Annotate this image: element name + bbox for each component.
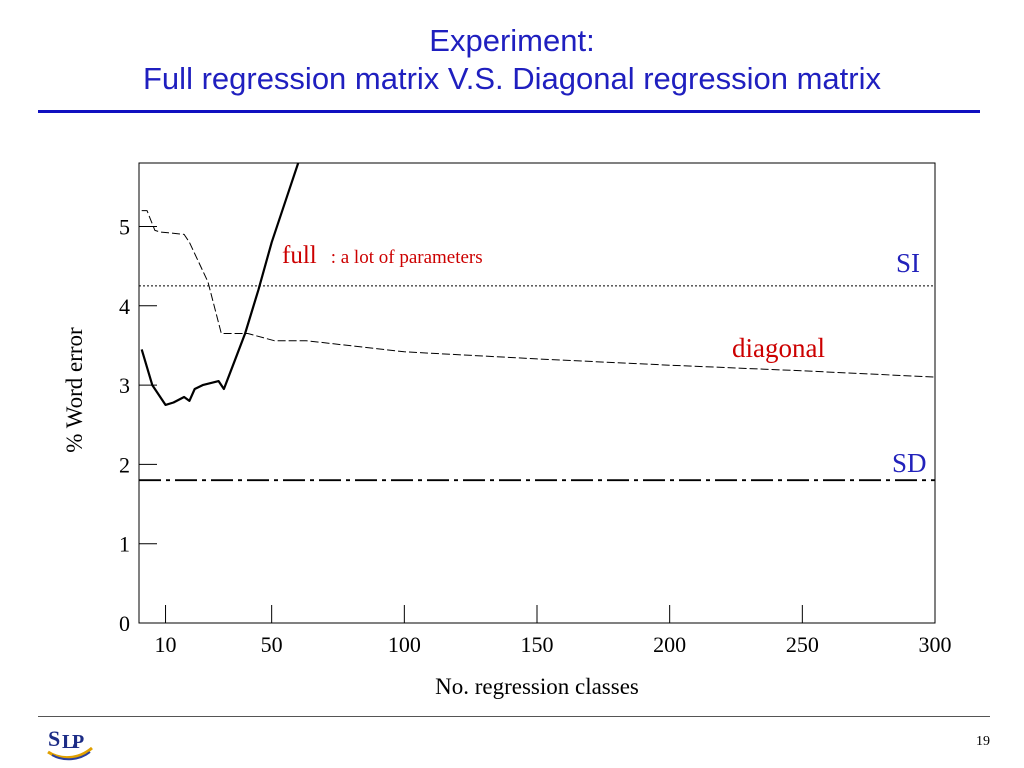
si-annotation: SI	[896, 248, 920, 278]
page-number: 19	[976, 734, 990, 749]
x-tick-label-100: 100	[388, 632, 421, 657]
x-tick-label-300: 300	[919, 632, 952, 657]
y-tick-label-2: 2	[119, 452, 130, 477]
title-divider	[38, 110, 980, 113]
slp-logo: S L P	[47, 726, 93, 761]
x-tick-label-50: 50	[261, 632, 283, 657]
svg-text:L: L	[62, 731, 75, 753]
full-annotation: full : a lot of parameters	[282, 242, 483, 269]
x-tick-label-150: 150	[521, 632, 554, 657]
y-tick-label-3: 3	[119, 373, 130, 398]
y-axis-label: % Word error	[62, 327, 87, 453]
chart: 10 50 100 150 200 250 300 0 1 2 3 4 5 % Word error N…	[62, 162, 952, 699]
x-axis-label: No. regression classes	[435, 674, 639, 699]
series-full-line	[140, 162, 300, 406]
y-tick-label-1: 1	[119, 532, 130, 557]
x-tick-label-200: 200	[653, 632, 686, 657]
svg-text:S: S	[48, 726, 60, 751]
y-tick-label-0: 0	[119, 611, 130, 636]
y-tick-label-5: 5	[119, 214, 130, 239]
diagonal-annotation: diagonal	[732, 333, 825, 363]
series-layer	[139, 162, 936, 482]
x-tick-label-250: 250	[786, 632, 819, 657]
y-tick-label-4: 4	[119, 294, 130, 319]
series-diagonal-line	[141, 210, 936, 378]
sd-annotation: SD	[892, 448, 927, 478]
footer-divider	[38, 716, 990, 717]
svg-text:P: P	[72, 731, 84, 753]
axis-ticks: 10 50 100 150 200 250 300 0 1 2 3 4 5	[119, 214, 952, 657]
full-annotation-note: : a lot of parameters	[331, 247, 483, 268]
slide-title: Experiment: Full regression matrix V.S. …	[0, 22, 1024, 98]
slide-title-line2: Full regression matrix V.S. Diagonal reg…	[143, 61, 881, 96]
slide-title-line1: Experiment:	[429, 23, 595, 58]
x-tick-label-10: 10	[155, 632, 177, 657]
plot-frame	[138, 162, 936, 624]
full-annotation-label: full	[282, 242, 317, 269]
